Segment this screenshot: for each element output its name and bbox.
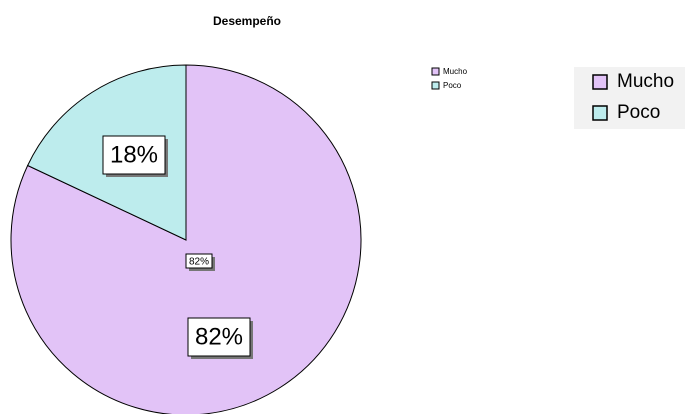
legend-label: Mucho bbox=[443, 67, 468, 76]
legend-swatch bbox=[431, 67, 440, 76]
data-label-small-box bbox=[185, 253, 213, 269]
data-label: 82% bbox=[195, 323, 243, 350]
chart-title: Desempeño bbox=[213, 14, 281, 28]
legend-swatch-large bbox=[592, 105, 608, 121]
legend-label-large: Poco bbox=[617, 102, 660, 123]
data-label-box bbox=[102, 135, 166, 175]
legend-swatch bbox=[431, 81, 440, 90]
data-label-box bbox=[187, 317, 251, 357]
data-label-small: 82% bbox=[189, 257, 209, 268]
legend-label: Poco bbox=[443, 81, 462, 90]
legend-swatch-large bbox=[592, 74, 608, 90]
legend-label-large: Mucho bbox=[617, 71, 674, 92]
data-label: 18% bbox=[110, 141, 158, 168]
